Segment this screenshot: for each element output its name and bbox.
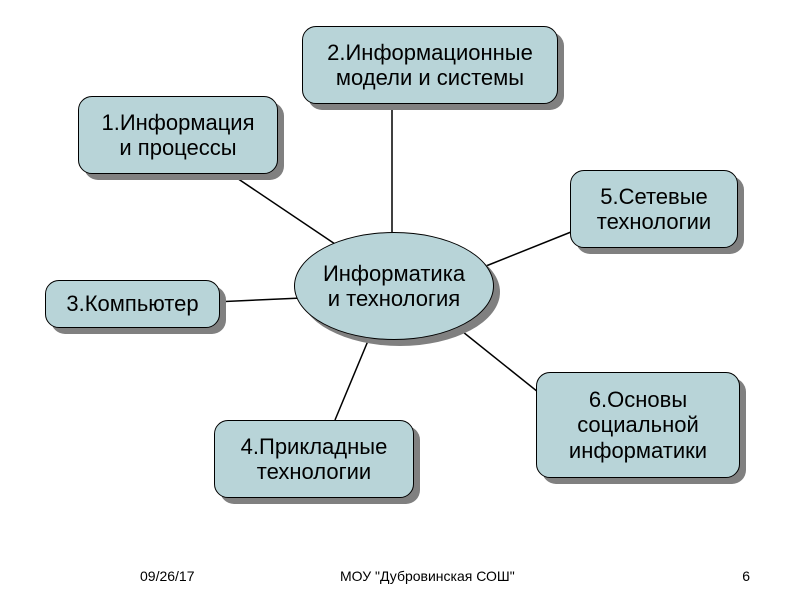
center-node: Информатика и технология bbox=[294, 232, 494, 340]
node-label: 3.Компьютер bbox=[66, 291, 198, 316]
node-label: 6.Основы социальной информатики bbox=[569, 387, 707, 463]
node-label: 2.Информационные модели и системы bbox=[327, 40, 533, 91]
node-label: 4.Прикладные технологии bbox=[241, 434, 388, 485]
diagram-node: 3.Компьютер bbox=[45, 280, 220, 328]
node-label: 5.Сетевые технологии bbox=[597, 184, 711, 235]
diagram-canvas: Информатика и технология 1.Информация и … bbox=[0, 0, 800, 600]
diagram-node: 1.Информация и процессы bbox=[78, 96, 278, 174]
diagram-node: 5.Сетевые технологии bbox=[570, 170, 738, 248]
center-label: Информатика и технология bbox=[323, 261, 465, 312]
node-label: 1.Информация и процессы bbox=[101, 110, 254, 161]
diagram-node: 4.Прикладные технологии bbox=[214, 420, 414, 498]
diagram-node: 2.Информационные модели и системы bbox=[302, 26, 558, 104]
diagram-node: 6.Основы социальной информатики bbox=[536, 372, 740, 478]
